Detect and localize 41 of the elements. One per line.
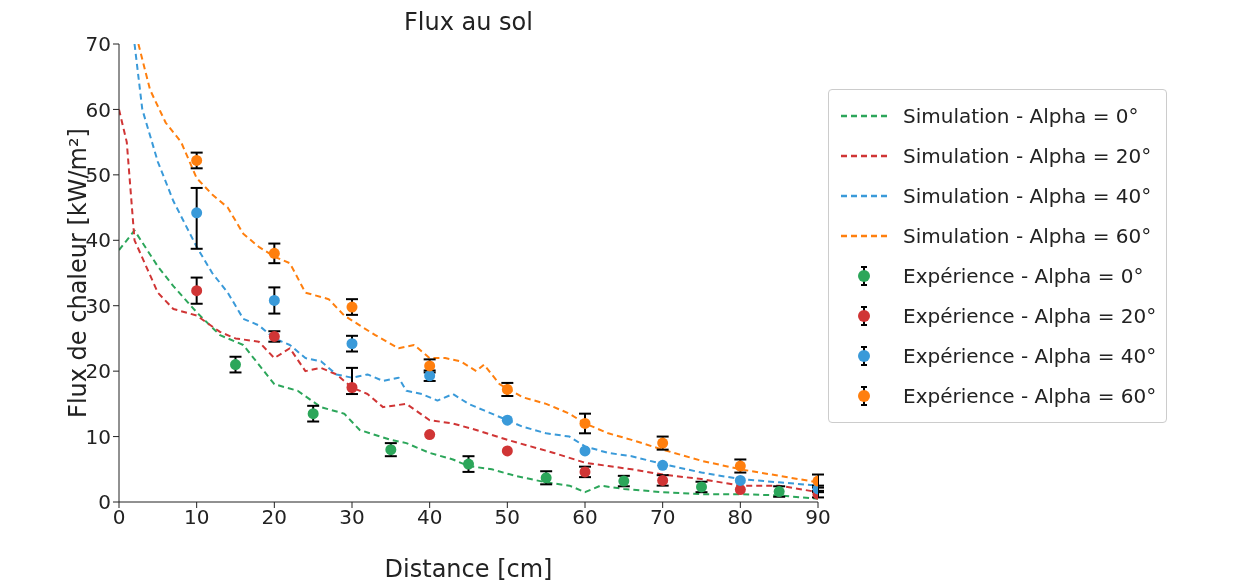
point bbox=[191, 154, 203, 166]
point bbox=[579, 445, 591, 457]
legend-label: Expérience - Alpha = 40° bbox=[903, 343, 1157, 368]
point bbox=[424, 429, 436, 441]
legend-label: Expérience - Alpha = 60° bbox=[903, 383, 1157, 408]
x-tick-label: 10 bbox=[183, 505, 210, 530]
point bbox=[501, 445, 513, 457]
point bbox=[346, 338, 358, 350]
x-tick-label: 50 bbox=[494, 505, 521, 530]
point bbox=[501, 414, 513, 426]
point bbox=[657, 459, 669, 471]
chart-title: Flux au sol bbox=[403, 8, 534, 36]
x-tick-label: 70 bbox=[649, 505, 676, 530]
legend-label: Simulation - Alpha = 20° bbox=[903, 143, 1152, 168]
legend-label: Expérience - Alpha = 0° bbox=[903, 263, 1144, 288]
point bbox=[734, 474, 746, 486]
legend-label: Simulation - Alpha = 0° bbox=[903, 103, 1139, 128]
point bbox=[268, 294, 280, 306]
y-tick-label: 30 bbox=[85, 293, 111, 318]
legend-label: Simulation - Alpha = 60° bbox=[903, 223, 1152, 248]
x-tick-label: 90 bbox=[805, 505, 831, 530]
point bbox=[346, 382, 358, 393]
legend-label: Simulation - Alpha = 40° bbox=[903, 183, 1152, 208]
point bbox=[191, 207, 203, 219]
y-tick-label: 70 bbox=[85, 32, 111, 57]
point bbox=[191, 285, 203, 297]
point bbox=[268, 247, 280, 259]
y-tick-label: 10 bbox=[85, 424, 111, 449]
x-tick-label: 40 bbox=[416, 505, 443, 530]
point bbox=[579, 417, 591, 429]
x-tick-label: 60 bbox=[572, 505, 598, 530]
x-tick-label: 20 bbox=[261, 505, 288, 530]
x-axis-title: Distance [cm] bbox=[384, 555, 553, 583]
y-tick-label: 60 bbox=[85, 97, 111, 122]
point bbox=[307, 408, 319, 420]
point bbox=[230, 359, 241, 371]
y-tick-label: 20 bbox=[85, 359, 111, 384]
x-tick-label: 80 bbox=[727, 505, 754, 530]
legend-label: Expérience - Alpha = 20° bbox=[903, 303, 1157, 328]
point bbox=[734, 484, 746, 496]
x-tick-label: 30 bbox=[339, 505, 365, 530]
